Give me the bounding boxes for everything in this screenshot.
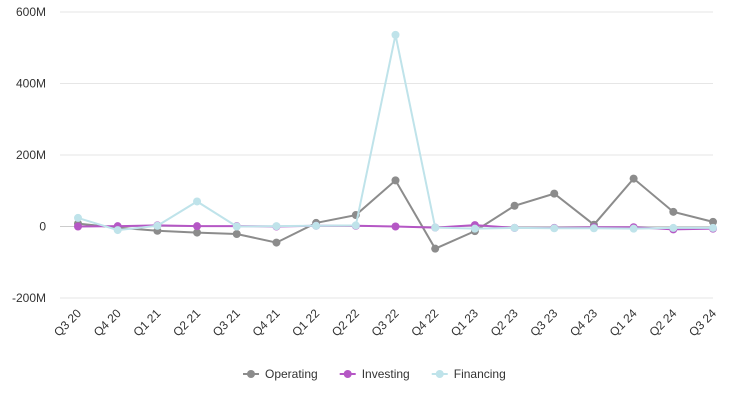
data-point[interactable] xyxy=(391,222,400,231)
x-axis-ticks: Q3 20 Q4 20 Q1 21 Q2 21 Q3 21 Q4 21 Q1 22 Q2 22… xyxy=(51,306,719,339)
x-tick-label: Q4 20 xyxy=(91,306,124,339)
x-tick-label: Q4 22 xyxy=(408,306,441,339)
x-tick-label: Q4 21 xyxy=(250,306,283,339)
series-operating xyxy=(74,174,717,253)
series-line xyxy=(77,177,714,250)
legend-swatch-marker xyxy=(247,370,255,378)
x-tick-label: Q2 24 xyxy=(646,306,679,339)
legend-label: Financing xyxy=(454,367,506,381)
data-point[interactable] xyxy=(510,223,519,232)
legend-item-operating[interactable]: Operating xyxy=(243,367,318,381)
x-tick-label: Q3 24 xyxy=(686,306,719,339)
data-point[interactable] xyxy=(550,189,559,198)
y-tick-label: 400M xyxy=(16,77,46,91)
x-tick-label: Q3 23 xyxy=(527,306,560,339)
legend-label: Investing xyxy=(362,367,410,381)
data-point[interactable] xyxy=(709,223,717,232)
data-point[interactable] xyxy=(312,221,321,230)
y-tick-label: 600M xyxy=(16,5,46,19)
data-point[interactable] xyxy=(193,228,202,237)
x-tick-label: Q4 23 xyxy=(567,306,600,339)
x-tick-label: Q2 23 xyxy=(488,306,521,339)
x-tick-label: Q1 24 xyxy=(607,306,640,339)
data-point[interactable] xyxy=(391,30,400,39)
data-point[interactable] xyxy=(550,224,559,233)
y-tick-label: 0 xyxy=(39,220,46,234)
data-point[interactable] xyxy=(193,197,202,206)
data-point[interactable] xyxy=(510,201,519,210)
legend-item-investing[interactable]: Investing xyxy=(339,367,410,381)
legend: Operating Investing Financing xyxy=(243,367,506,381)
y-axis-ticks: -200M 0 200M 400M 600M xyxy=(12,5,46,305)
x-tick-label: Q3 22 xyxy=(369,306,402,339)
x-tick-label: Q2 21 xyxy=(170,306,203,339)
data-point[interactable] xyxy=(193,222,202,231)
x-tick-label: Q2 22 xyxy=(329,306,362,339)
legend-item-financing[interactable]: Financing xyxy=(431,367,506,381)
data-point[interactable] xyxy=(669,207,678,216)
data-point[interactable] xyxy=(74,213,82,222)
data-point[interactable] xyxy=(351,221,360,230)
data-point[interactable] xyxy=(470,224,479,233)
data-point[interactable] xyxy=(74,222,82,231)
x-tick-label: Q1 22 xyxy=(289,306,322,339)
data-point[interactable] xyxy=(153,221,162,230)
legend-swatch-marker xyxy=(435,370,444,378)
series-lines xyxy=(74,30,717,253)
y-tick-label: -200M xyxy=(12,291,46,305)
data-point[interactable] xyxy=(391,176,400,185)
x-tick-label: Q1 23 xyxy=(448,306,481,339)
y-tick-label: 200M xyxy=(16,148,46,162)
data-point[interactable] xyxy=(113,226,122,235)
data-point[interactable] xyxy=(669,223,678,232)
series-financing xyxy=(74,30,717,235)
data-point[interactable] xyxy=(431,244,440,253)
data-point[interactable] xyxy=(589,224,598,233)
legend-swatch-marker xyxy=(343,370,352,378)
data-point[interactable] xyxy=(431,223,440,232)
grid-lines xyxy=(60,11,713,299)
x-tick-label: Q3 20 xyxy=(51,306,84,339)
data-point[interactable] xyxy=(232,222,241,231)
data-point[interactable] xyxy=(629,224,638,233)
legend-label: Operating xyxy=(265,367,318,381)
data-point[interactable] xyxy=(629,174,638,183)
x-tick-label: Q3 21 xyxy=(210,306,243,339)
data-point[interactable] xyxy=(272,222,281,231)
x-tick-label: Q1 21 xyxy=(130,306,163,339)
series-line xyxy=(77,34,713,232)
data-point[interactable] xyxy=(232,230,241,239)
data-point[interactable] xyxy=(272,238,281,247)
data-point[interactable] xyxy=(709,217,717,226)
